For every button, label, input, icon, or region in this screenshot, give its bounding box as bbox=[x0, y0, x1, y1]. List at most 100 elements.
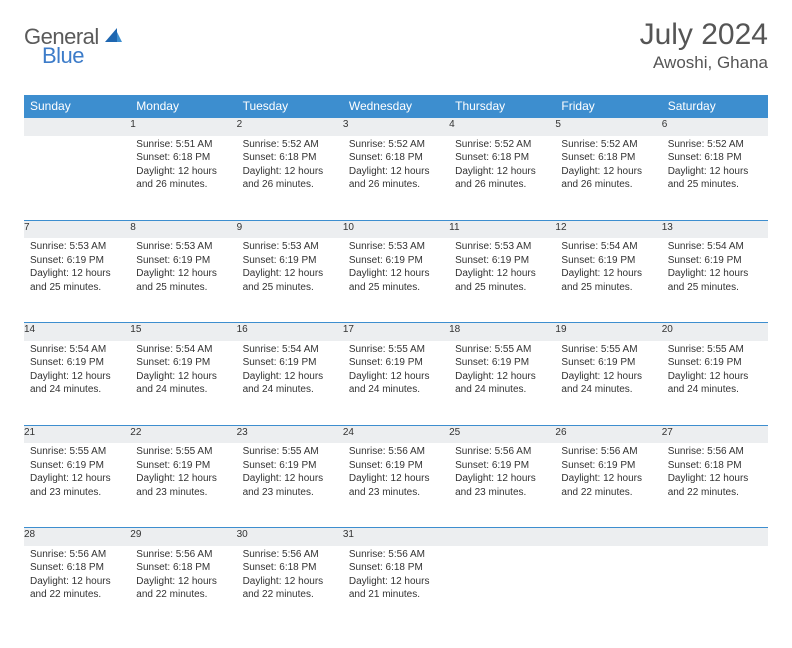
day-number: 9 bbox=[237, 220, 343, 238]
day-number: 14 bbox=[24, 323, 130, 341]
sunrise-text: Sunrise: 5:55 AM bbox=[455, 343, 549, 357]
sunrise-text: Sunrise: 5:56 AM bbox=[349, 445, 443, 459]
day-cell-empty bbox=[555, 546, 661, 630]
daylight-text: Daylight: 12 hours and 26 minutes. bbox=[349, 165, 443, 192]
sunset-text: Sunset: 6:19 PM bbox=[668, 254, 762, 268]
day-number: 8 bbox=[130, 220, 236, 238]
weekday-wednesday: Wednesday bbox=[343, 95, 449, 118]
day-cell: Sunrise: 5:54 AMSunset: 6:19 PMDaylight:… bbox=[24, 341, 130, 426]
day-number: 12 bbox=[555, 220, 661, 238]
day-details: Sunrise: 5:53 AMSunset: 6:19 PMDaylight:… bbox=[24, 238, 130, 298]
daylight-text: Daylight: 12 hours and 23 minutes. bbox=[243, 472, 337, 499]
day-empty bbox=[449, 528, 555, 546]
daylight-text: Daylight: 12 hours and 26 minutes. bbox=[455, 165, 549, 192]
sunset-text: Sunset: 6:19 PM bbox=[349, 356, 443, 370]
day-number: 23 bbox=[237, 425, 343, 443]
sunrise-text: Sunrise: 5:56 AM bbox=[349, 548, 443, 562]
day-details: Sunrise: 5:51 AMSunset: 6:18 PMDaylight:… bbox=[130, 136, 236, 196]
day-number: 2 bbox=[237, 118, 343, 136]
day-cell: Sunrise: 5:53 AMSunset: 6:19 PMDaylight:… bbox=[449, 238, 555, 323]
day-cell: Sunrise: 5:53 AMSunset: 6:19 PMDaylight:… bbox=[237, 238, 343, 323]
day-details: Sunrise: 5:52 AMSunset: 6:18 PMDaylight:… bbox=[343, 136, 449, 196]
day-details: Sunrise: 5:56 AMSunset: 6:19 PMDaylight:… bbox=[555, 443, 661, 503]
day-cell: Sunrise: 5:55 AMSunset: 6:19 PMDaylight:… bbox=[662, 341, 768, 426]
daylight-text: Daylight: 12 hours and 25 minutes. bbox=[561, 267, 655, 294]
weekday-tuesday: Tuesday bbox=[237, 95, 343, 118]
sunrise-text: Sunrise: 5:53 AM bbox=[30, 240, 124, 254]
sunrise-text: Sunrise: 5:56 AM bbox=[668, 445, 762, 459]
daylight-text: Daylight: 12 hours and 25 minutes. bbox=[243, 267, 337, 294]
day-number: 7 bbox=[24, 220, 130, 238]
sunrise-text: Sunrise: 5:52 AM bbox=[243, 138, 337, 152]
day-details: Sunrise: 5:53 AMSunset: 6:19 PMDaylight:… bbox=[130, 238, 236, 298]
sunset-text: Sunset: 6:18 PM bbox=[243, 151, 337, 165]
daynum-row: 14151617181920 bbox=[24, 323, 768, 341]
week-row: Sunrise: 5:56 AM Sunset: 6:18 PM Daylight:… bbox=[24, 546, 768, 630]
day-cell: Sunrise: 5:56 AMSunset: 6:19 PMDaylight:… bbox=[343, 443, 449, 528]
day-cell: Sunrise: 5:55 AMSunset: 6:19 PMDaylight:… bbox=[130, 443, 236, 528]
weekday-thursday: Thursday bbox=[449, 95, 555, 118]
calendar-head: SundayMondayTuesdayWednesdayThursdayFrid… bbox=[24, 95, 768, 118]
day-cell: Sunrise: 5:55 AMSunset: 6:19 PMDaylight:… bbox=[343, 341, 449, 426]
day-empty bbox=[662, 528, 768, 546]
day-details: Sunrise: 5:56 AMSunset: 6:18 PMDaylight:… bbox=[343, 546, 449, 606]
daylight-text: Daylight: 12 hours and 23 minutes. bbox=[349, 472, 443, 499]
sunset-text: Sunset: 6:18 PM bbox=[668, 459, 762, 473]
daylight-text: Daylight: 12 hours and 25 minutes. bbox=[668, 267, 762, 294]
day-empty bbox=[555, 528, 661, 546]
day-cell: Sunrise: 5:55 AMSunset: 6:19 PMDaylight:… bbox=[237, 443, 343, 528]
day-cell: Sunrise: 5:54 AMSunset: 6:19 PMDaylight:… bbox=[130, 341, 236, 426]
day-number: 6 bbox=[662, 118, 768, 136]
sunrise-text: Sunrise: 5:54 AM bbox=[136, 343, 230, 357]
daylight-text: Daylight: 12 hours and 24 minutes. bbox=[668, 370, 762, 397]
daylight-text: Daylight: 12 hours and 24 minutes. bbox=[349, 370, 443, 397]
sunrise-text: Sunrise: 5:52 AM bbox=[668, 138, 762, 152]
weekday-friday: Friday bbox=[555, 95, 661, 118]
daylight-text: Daylight: 12 hours and 23 minutes. bbox=[136, 472, 230, 499]
day-details: Sunrise: 5:52 AMSunset: 6:18 PMDaylight:… bbox=[662, 136, 768, 196]
sunrise-text: Sunrise: 5:55 AM bbox=[561, 343, 655, 357]
day-cell-empty bbox=[662, 546, 768, 630]
day-number: 1 bbox=[130, 118, 236, 136]
sunrise-text: Sunrise: 5:54 AM bbox=[561, 240, 655, 254]
sunset-text: Sunset: 6:19 PM bbox=[136, 356, 230, 370]
daynum-row: 123456 bbox=[24, 118, 768, 136]
sunset-text: Sunset: 6:18 PM bbox=[136, 561, 230, 575]
day-details: Sunrise: 5:55 AMSunset: 6:19 PMDaylight:… bbox=[449, 341, 555, 401]
day-number: 3 bbox=[343, 118, 449, 136]
day-details: Sunrise: 5:52 AMSunset: 6:18 PMDaylight:… bbox=[555, 136, 661, 196]
week-row: Sunrise: 5:55 AMSunset: 6:19 PMDaylight:… bbox=[24, 443, 768, 528]
sunset-text: Sunset: 6:19 PM bbox=[136, 254, 230, 268]
day-cell: Sunrise: 5:51 AMSunset: 6:18 PMDaylight:… bbox=[130, 136, 236, 221]
sunset-text: Sunset: 6:18 PM bbox=[243, 561, 337, 575]
daynum-row: 21222324252627 bbox=[24, 425, 768, 443]
sunrise-text: Sunrise: 5:55 AM bbox=[668, 343, 762, 357]
day-number: 17 bbox=[343, 323, 449, 341]
day-number: 27 bbox=[662, 425, 768, 443]
day-details: Sunrise: 5:56 AMSunset: 6:19 PMDaylight:… bbox=[449, 443, 555, 503]
day-details: Sunrise: 5:52 AMSunset: 6:18 PMDaylight:… bbox=[237, 136, 343, 196]
sunset-text: Sunset: 6:19 PM bbox=[349, 254, 443, 268]
weekday-sunday: Sunday bbox=[24, 95, 130, 118]
daylight-text: Daylight: 12 hours and 24 minutes. bbox=[30, 370, 124, 397]
daylight-text: Daylight: 12 hours and 21 minutes. bbox=[349, 575, 443, 602]
day-number: 30 bbox=[237, 528, 343, 546]
day-cell: Sunrise: 5:53 AMSunset: 6:19 PMDaylight:… bbox=[130, 238, 236, 323]
daylight-text: Daylight: 12 hours and 26 minutes. bbox=[561, 165, 655, 192]
month-title: July 2024 bbox=[640, 18, 768, 51]
day-cell: Sunrise: 5:56 AMSunset: 6:18 PMDaylight:… bbox=[662, 443, 768, 528]
day-details: Sunrise: 5:56 AMSunset: 6:18 PMDaylight:… bbox=[24, 546, 130, 606]
daylight-text: Daylight: 12 hours and 24 minutes. bbox=[455, 370, 549, 397]
daynum-row: 78910111213 bbox=[24, 220, 768, 238]
daylight-text: Daylight: 12 hours and 26 minutes. bbox=[243, 165, 337, 192]
day-number: 29 bbox=[130, 528, 236, 546]
weekday-saturday: Saturday bbox=[662, 95, 768, 118]
day-details: Sunrise: 5:54 AMSunset: 6:19 PMDaylight:… bbox=[237, 341, 343, 401]
daylight-text: Daylight: 12 hours and 23 minutes. bbox=[455, 472, 549, 499]
day-number: 4 bbox=[449, 118, 555, 136]
day-cell: Sunrise: 5:56 AMSunset: 6:19 PMDaylight:… bbox=[555, 443, 661, 528]
sunset-text: Sunset: 6:19 PM bbox=[243, 356, 337, 370]
day-cell-empty bbox=[449, 546, 555, 630]
day-cell: Sunrise: 5:56 AMSunset: 6:18 PMDaylight:… bbox=[237, 546, 343, 630]
sunset-text: Sunset: 6:18 PM bbox=[349, 151, 443, 165]
